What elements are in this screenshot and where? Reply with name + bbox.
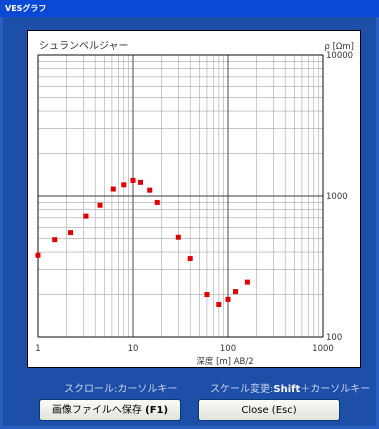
x-tick-label: 1000	[312, 344, 334, 354]
y-tick-labels: 100 1000 10000	[326, 51, 353, 343]
data-point	[175, 234, 181, 240]
y-tick-label: 100	[326, 333, 342, 343]
y-tick-label: 1000	[326, 192, 348, 202]
save-shortcut: (F1)	[145, 405, 169, 416]
data-point	[138, 179, 144, 185]
data-point	[97, 202, 103, 208]
scale-hint-key: Shift	[273, 384, 301, 395]
data-point	[216, 302, 222, 308]
data-point	[233, 289, 239, 295]
data-point	[187, 256, 193, 262]
data-point	[35, 252, 41, 258]
y-tick-label: 10000	[326, 51, 353, 61]
data-point	[154, 199, 160, 205]
scale-hint-suffix: ＋カーソルキー	[300, 384, 371, 395]
x-tick-labels: 1 10 100 1000	[35, 344, 334, 354]
chart-panel: シュランベルジャー ρ [Ωm] 深度 [m] AB/2 1 10 100 1000 …	[27, 30, 361, 368]
data-point	[225, 296, 231, 302]
save-button-label: 画像ファイルへ保存	[51, 405, 142, 416]
data-point	[68, 230, 74, 236]
data-points	[35, 177, 250, 308]
scale-hint: スケール変更:Shift＋カーソルキー	[210, 380, 370, 395]
data-point	[121, 182, 127, 188]
data-point	[147, 187, 153, 193]
data-point	[204, 292, 210, 298]
data-point	[52, 237, 58, 243]
scale-hint-prefix: スケール変更:	[210, 384, 274, 395]
data-point	[110, 186, 116, 192]
scroll-hint: スクロール:カーソルキー	[64, 384, 178, 395]
x-tick-label: 10	[128, 344, 139, 354]
x-tick-label: 100	[220, 344, 236, 354]
resistivity-chart: シュランベルジャー ρ [Ωm] 深度 [m] AB/2 1 10 100 1000 …	[35, 40, 354, 367]
window-title: VESグラフ	[0, 0, 379, 17]
x-axis-label: 深度 [m] AB/2	[196, 356, 253, 367]
save-image-button[interactable]: 画像ファイルへ保存 (F1)	[39, 399, 181, 421]
plot-border	[37, 54, 324, 338]
data-point	[244, 279, 250, 285]
y-axis-label: ρ [Ωm]	[324, 42, 354, 52]
x-tick-label: 1	[35, 344, 40, 354]
close-button[interactable]: Close (Esc)	[198, 399, 340, 421]
data-point	[130, 177, 136, 183]
chart-title: シュランベルジャー	[39, 40, 129, 52]
data-point	[83, 213, 89, 219]
